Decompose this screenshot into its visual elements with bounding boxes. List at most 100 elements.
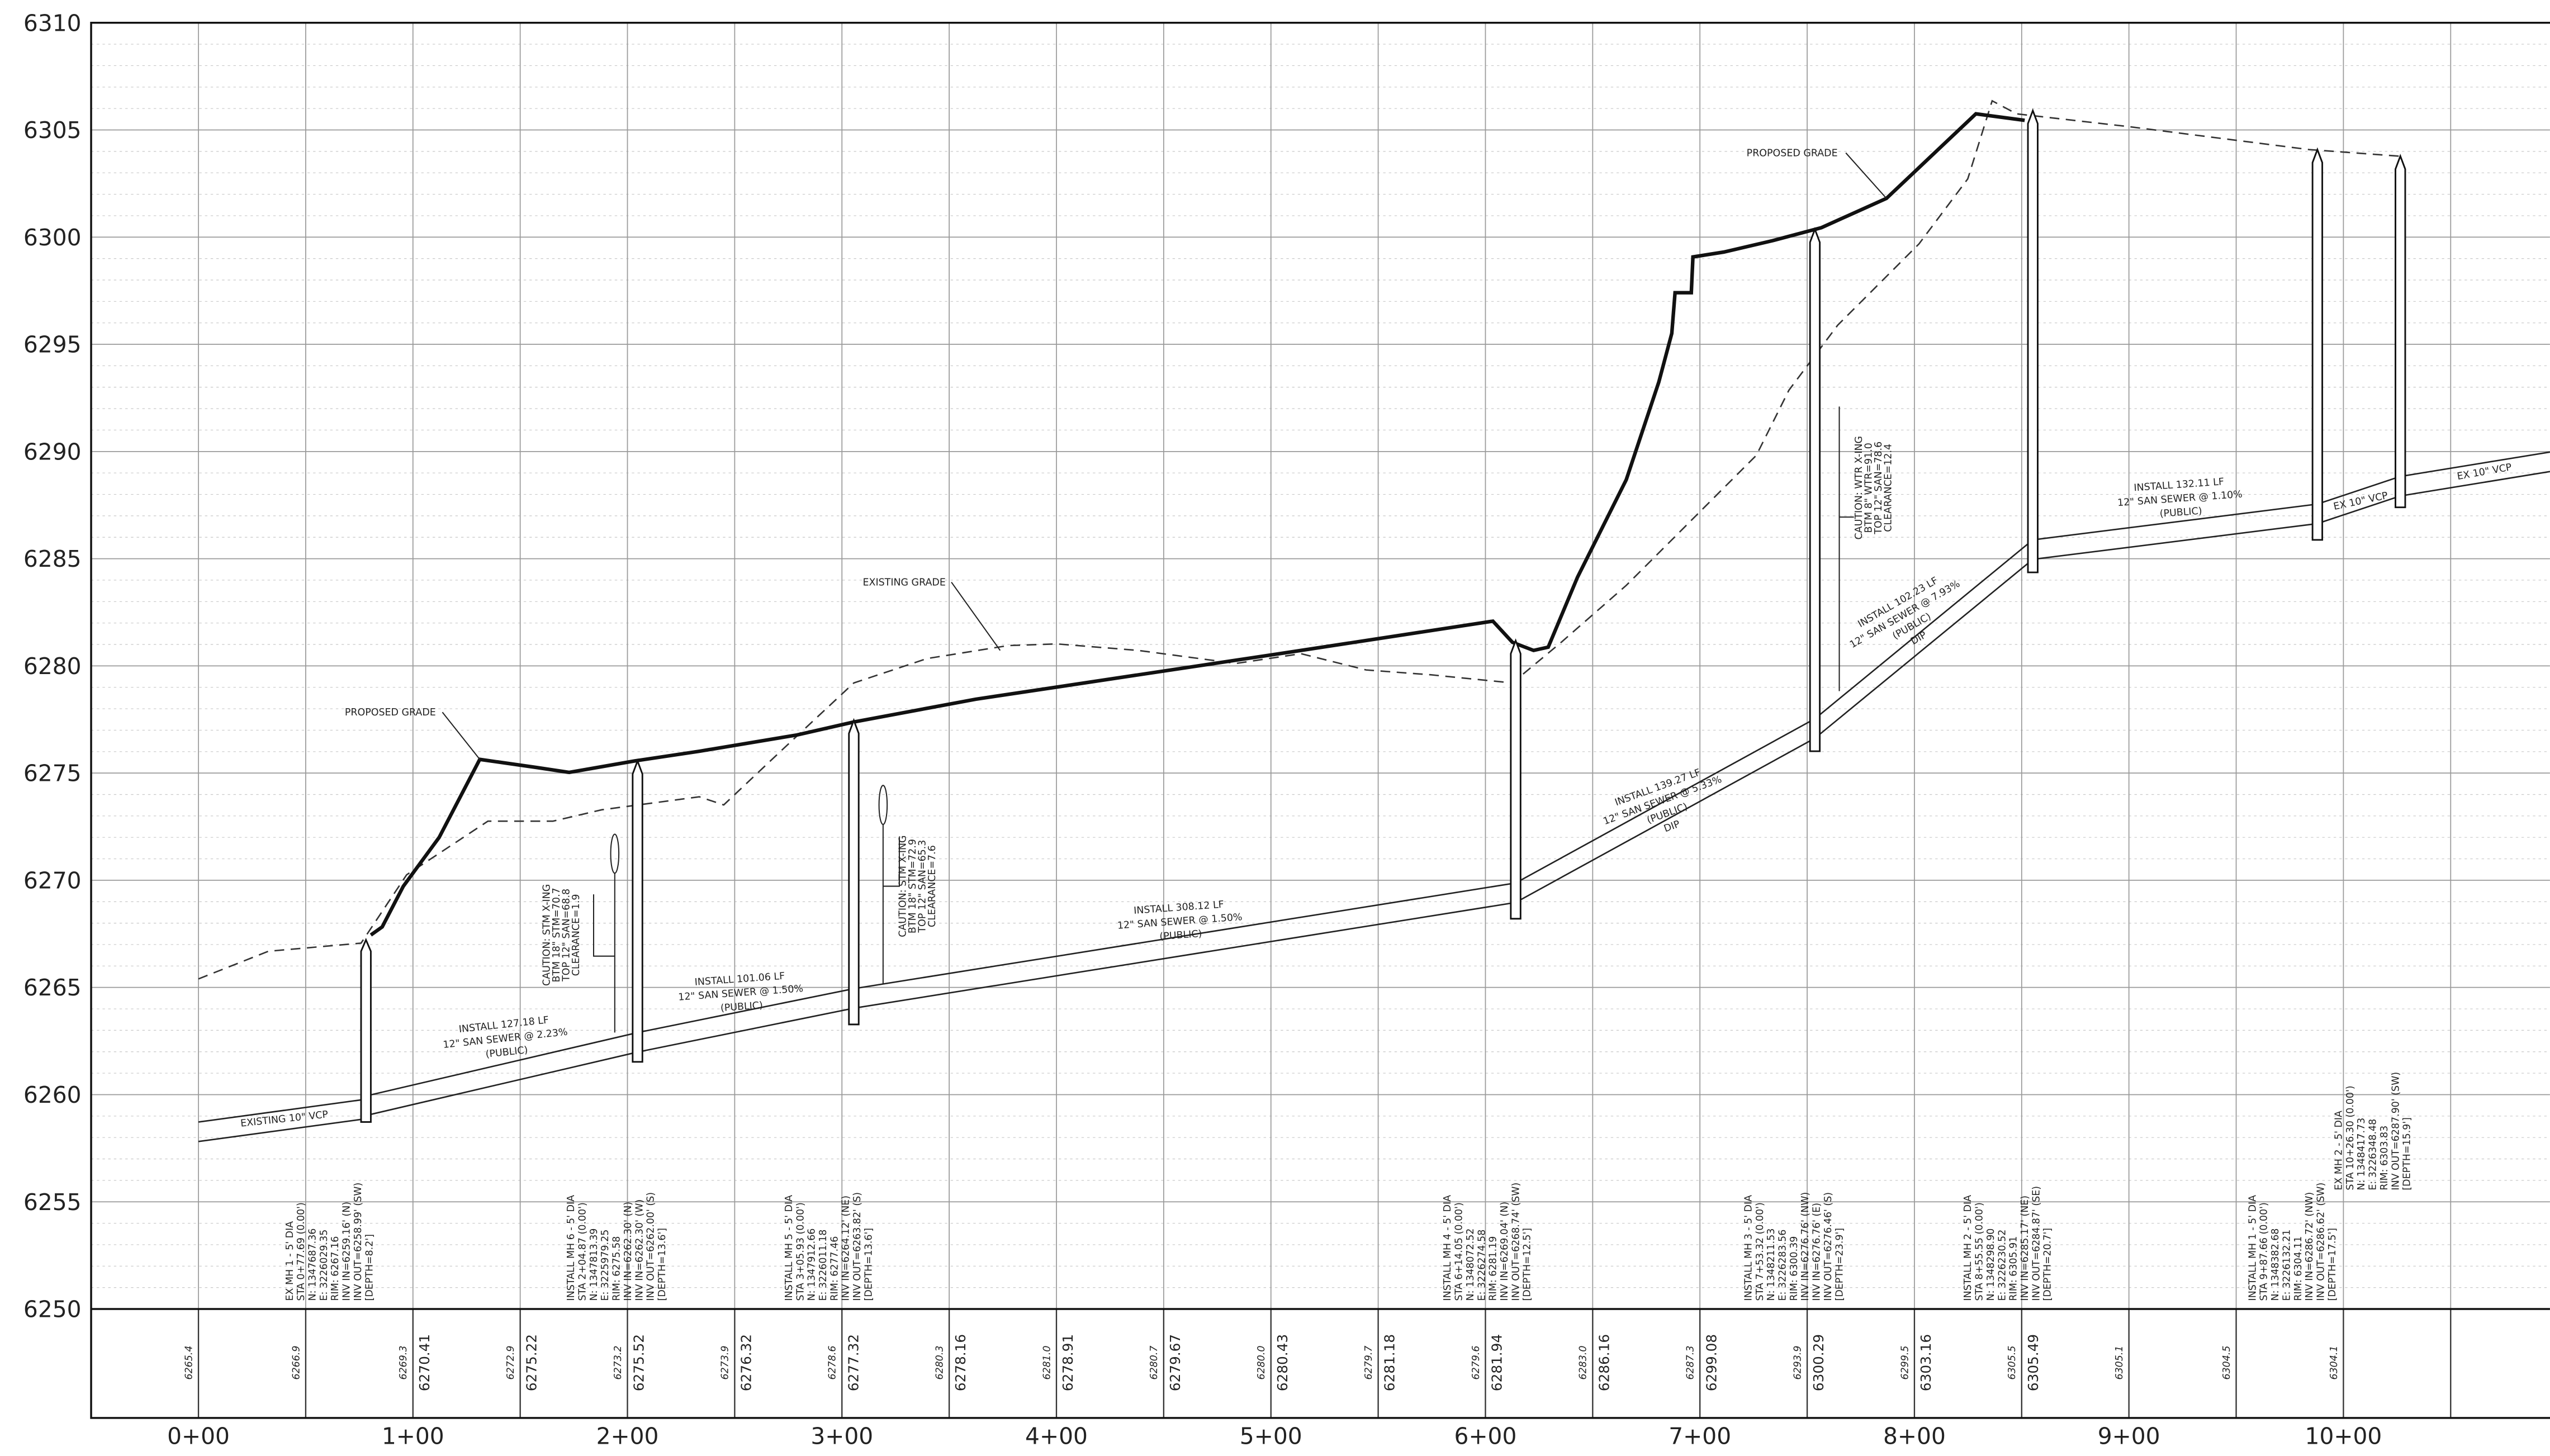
crossing-note: CLEARANCE=7.6 (927, 845, 938, 927)
manhole (2395, 154, 2406, 509)
crossing-note: BTM 18" STM=70.7 (551, 888, 562, 982)
crossing-note: CAUTION: WTR X-ING (1854, 436, 1865, 539)
manhole-note: RIM: 6275.58 (612, 1236, 623, 1301)
manhole (360, 937, 372, 1123)
manhole-note: E: 3226230.52 (1997, 1230, 2008, 1301)
proposed-elevation: 6305.49 (2025, 1334, 2041, 1391)
existing-elevation: 6304.5 (2221, 1345, 2233, 1379)
proposed-elevation: 6275.52 (631, 1334, 647, 1391)
manhole-note: INV IN=6276.76' (NW) (1800, 1192, 1811, 1301)
manhole-note: [DEPTH=15.9'] (2402, 1117, 2413, 1191)
proposed-elevation: 6276.32 (738, 1334, 754, 1391)
y-tick-label: 6295 (23, 331, 82, 358)
crossing-note: TOP 12" SAN=65.3 (917, 840, 928, 933)
manhole-note: STA 6+14.05 (0.00') (1454, 1202, 1465, 1301)
crossing-note: CAUTION: STM X-ING (541, 884, 552, 986)
proposed-elevation: 6299.08 (1703, 1334, 1719, 1391)
manhole-note: E: 3226029.35 (319, 1230, 330, 1301)
existing-pipe (198, 1098, 366, 1142)
manhole-note: INSTALL MH 2 - 5' DIA (1963, 1195, 1974, 1301)
crossing-note: CAUTION: STM X-ING (898, 835, 909, 937)
crossing-note: BTM 8" WTR=91.0 (1864, 443, 1875, 533)
pipe-crossing (878, 785, 888, 826)
existing-elevation: 6269.3 (398, 1345, 409, 1379)
manhole-note: [DEPTH=17.5'] (2327, 1228, 2338, 1301)
manhole-note: RIM: 6281.19 (1488, 1236, 1499, 1301)
manhole-note: RIM: 6267.16 (330, 1236, 341, 1301)
manhole-note: RIM: 6277.46 (829, 1236, 840, 1301)
manhole-structures (360, 108, 2406, 1123)
manhole-note: [DEPTH=8.2'] (364, 1234, 375, 1301)
proposed-elevation: 6278.16 (952, 1334, 969, 1391)
existing-elevation: 6305.1 (2114, 1345, 2125, 1379)
manhole-note: [DEPTH=23.9'] (1834, 1228, 1845, 1301)
manhole-note: STA 0+77.69 (0.00') (296, 1202, 307, 1301)
y-tick-label: 6290 (23, 438, 82, 465)
manhole-note: STA 8+55.55 (0.00') (1974, 1202, 1985, 1301)
manhole (1809, 227, 1821, 752)
manhole-note: INV OUT=6284.87' (SE) (2031, 1186, 2042, 1301)
manhole-note: N: 1348417.73 (2356, 1118, 2367, 1191)
manhole-note: INSTALL MH 6 - 5' DIA (566, 1195, 577, 1301)
proposed-elevation: 6300.29 (1810, 1334, 1827, 1391)
station-label: 7+00 (1669, 1422, 1731, 1449)
manhole (632, 758, 643, 1063)
existing-elevation: 6281.0 (1041, 1345, 1053, 1379)
manhole-note: STA 2+04.87 (0.00') (577, 1202, 588, 1301)
manhole-note: E: 3226011.18 (818, 1230, 829, 1301)
manhole-note: INSTALL MH 5 - 5' DIA (784, 1195, 795, 1301)
leader (593, 873, 615, 1033)
manhole-note: N: 1348211.53 (1766, 1229, 1777, 1301)
pipe-label-line: (PUBLIC) (2159, 506, 2202, 520)
manhole-note: INV IN=6262.30' (N) (623, 1202, 634, 1301)
manhole-note: INV OUT=6258.99' (SW) (353, 1183, 364, 1301)
existing-elevation: 6304.1 (2329, 1345, 2340, 1379)
manhole-note: STA 9+87.66 (0.00') (2259, 1202, 2270, 1301)
station-label: 0+00 (167, 1422, 230, 1449)
existing-elevation: 6280.0 (1256, 1345, 1267, 1379)
grade-label: PROPOSED GRADE (1747, 148, 1838, 159)
station-label: 3+00 (810, 1422, 873, 1449)
existing-elevation: 6305.5 (2007, 1345, 2018, 1379)
y-tick-label: 6260 (23, 1082, 82, 1108)
manhole-note: INV IN=6286.72' (NW) (2304, 1192, 2315, 1301)
existing-elevation: 6280.3 (934, 1345, 945, 1379)
labels: 6250 6255 6260 6265 6270 6275 6280 6285 6290 6295… (23, 10, 2513, 1449)
manhole (2311, 147, 2324, 541)
y-tick-label: 6285 (23, 546, 82, 572)
existing-elevation: 6280.7 (1149, 1345, 1160, 1379)
y-tick-label: 6250 (23, 1296, 82, 1323)
existing-elevation: 6287.3 (1685, 1345, 1696, 1379)
existing-elevation: 6278.6 (827, 1345, 838, 1379)
y-tick-label: 6255 (23, 1189, 82, 1216)
manhole-note: RIM: 6300.39 (1789, 1236, 1800, 1301)
station-label: 1+00 (382, 1422, 444, 1449)
manhole-note: INV OUT=6262.00' (S) (646, 1192, 657, 1301)
manhole-note: INV IN=6276.76' (E) (1812, 1203, 1823, 1301)
manhole-note: INV OUT=6268.74' (SW) (1510, 1183, 1522, 1301)
grade-leader (442, 152, 1887, 760)
proposed-elevation: 6303.16 (1918, 1334, 1934, 1391)
existing-elevation: 6265.4 (183, 1345, 195, 1379)
grade-label: PROPOSED GRADE (345, 707, 436, 718)
station-label: 9+00 (2098, 1422, 2160, 1449)
y-tick-label: 6265 (23, 974, 82, 1001)
existing-elevation: 6279.6 (1471, 1345, 1482, 1379)
manhole-note: INSTALL MH 1 - 5' DIA (2247, 1195, 2258, 1301)
existing-elevation: 6272.9 (505, 1345, 516, 1379)
manhole-note: RIM: 6304.11 (2293, 1236, 2304, 1301)
existing-elevation: 6283.0 (1578, 1345, 1589, 1379)
station-label: 8+00 (1883, 1422, 1946, 1449)
manhole-note: STA 10+26.30 (0.00') (2345, 1085, 2356, 1190)
manhole-note: [DEPTH=13.6'] (657, 1228, 668, 1301)
manhole-note: E: 3225979.25 (600, 1230, 611, 1301)
proposed-elevation: 6279.67 (1167, 1334, 1183, 1391)
manhole (848, 718, 860, 1026)
crossing-note: TOP 12" SAN=78.6 (1873, 442, 1884, 535)
proposed-elevation: 6280.43 (1274, 1334, 1291, 1391)
manhole-note: [DEPTH=20.7'] (2042, 1228, 2054, 1301)
pipe-label-line: (PUBLIC) (1159, 928, 1202, 942)
